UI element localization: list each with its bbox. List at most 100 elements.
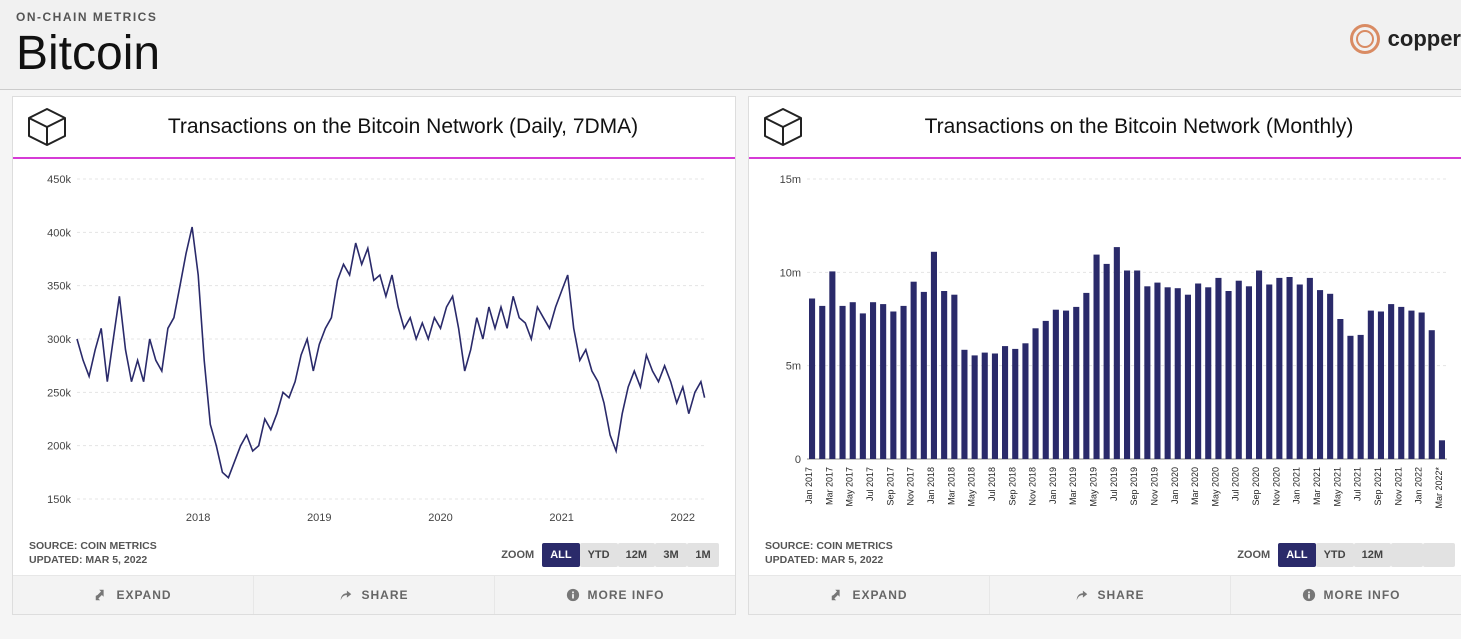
- panels-row: Transactions on the Bitcoin Network (Dai…: [0, 90, 1461, 627]
- page-header: ON-CHAIN METRICS Bitcoin copper: [0, 0, 1461, 90]
- svg-text:Jan 2019: Jan 2019: [1048, 467, 1058, 504]
- svg-text:150k: 150k: [47, 494, 71, 506]
- zoom-button-12m[interactable]: 12M: [618, 543, 655, 567]
- more-info-label: MORE INFO: [588, 588, 665, 602]
- zoom-button-3m[interactable]: 3M: [655, 543, 687, 567]
- meta-row: SOURCE: COIN METRICS UPDATED: MAR 5, 202…: [13, 535, 735, 575]
- svg-text:Jul 2017: Jul 2017: [865, 467, 875, 501]
- svg-text:Jul 2020: Jul 2020: [1231, 467, 1241, 501]
- zoom-button-all[interactable]: ALL: [1278, 543, 1315, 567]
- zoom-button-12m[interactable]: 12M: [1354, 543, 1391, 567]
- svg-text:5m: 5m: [786, 361, 801, 373]
- info-icon: [1302, 588, 1316, 602]
- expand-icon: [94, 588, 108, 602]
- panel-header: Transactions on the Bitcoin Network (Dai…: [13, 97, 735, 159]
- bar-chart: 0 5m 10m 15m Jan 2017 Mar 2017 May 2017 Jul 201…: [749, 159, 1461, 535]
- meta-text: SOURCE: COIN METRICS UPDATED: MAR 5, 202…: [29, 539, 157, 567]
- panel-footer: EXPAND SHARE MORE INFO: [749, 575, 1461, 614]
- zoom-group: ZOOM ALLYTD12M: [1237, 543, 1455, 567]
- updated-text: UPDATED: MAR 5, 2022: [765, 553, 893, 567]
- svg-text:300k: 300k: [47, 334, 71, 346]
- meta-text: SOURCE: COIN METRICS UPDATED: MAR 5, 202…: [765, 539, 893, 567]
- zoom-button-blank[interactable]: [1423, 543, 1455, 567]
- svg-text:May 2018: May 2018: [967, 467, 977, 507]
- svg-text:Nov 2021: Nov 2021: [1393, 467, 1403, 506]
- source-text: SOURCE: COIN METRICS: [29, 539, 157, 553]
- share-button[interactable]: SHARE: [990, 576, 1231, 614]
- svg-text:Jul 2018: Jul 2018: [987, 467, 997, 501]
- svg-text:2019: 2019: [307, 512, 331, 524]
- svg-text:Sep 2019: Sep 2019: [1129, 467, 1139, 506]
- svg-text:350k: 350k: [47, 281, 71, 293]
- svg-text:Sep 2018: Sep 2018: [1007, 467, 1017, 506]
- zoom-label: ZOOM: [501, 549, 534, 561]
- svg-text:Mar 2017: Mar 2017: [824, 467, 834, 505]
- svg-text:Mar 2019: Mar 2019: [1068, 467, 1078, 505]
- page-title: Bitcoin: [16, 26, 1445, 81]
- svg-text:0: 0: [795, 454, 801, 466]
- svg-text:May 2020: May 2020: [1210, 467, 1220, 507]
- expand-button[interactable]: EXPAND: [749, 576, 990, 614]
- zoom-button-1m[interactable]: 1M: [687, 543, 719, 567]
- svg-text:Jan 2018: Jan 2018: [926, 467, 936, 504]
- zoom-button-ytd[interactable]: YTD: [580, 543, 618, 567]
- panel-title: Transactions on the Bitcoin Network (Mon…: [823, 115, 1455, 139]
- more-info-button[interactable]: MORE INFO: [1231, 576, 1461, 614]
- svg-text:2022: 2022: [671, 512, 695, 524]
- zoom-label: ZOOM: [1237, 549, 1270, 561]
- svg-text:400k: 400k: [47, 227, 71, 239]
- svg-text:Jul 2021: Jul 2021: [1353, 467, 1363, 501]
- svg-text:Sep 2020: Sep 2020: [1251, 467, 1261, 506]
- expand-icon: [830, 588, 844, 602]
- share-icon: [339, 588, 353, 602]
- svg-text:Sep 2021: Sep 2021: [1373, 467, 1383, 506]
- zoom-button-ytd[interactable]: YTD: [1316, 543, 1354, 567]
- zoom-group: ZOOM ALLYTD12M3M1M: [501, 543, 719, 567]
- svg-text:Jan 2017: Jan 2017: [804, 467, 814, 504]
- svg-text:2021: 2021: [549, 512, 573, 524]
- svg-text:2018: 2018: [186, 512, 210, 524]
- block-icon: [761, 107, 805, 147]
- more-info-button[interactable]: MORE INFO: [495, 576, 735, 614]
- brand-icon: [1350, 24, 1380, 54]
- share-label: SHARE: [361, 588, 408, 602]
- line-chart-svg: 150k 200k 250k 300k 350k 400k 450k 2018 2019 2020…: [29, 169, 719, 529]
- svg-text:Mar 2022*: Mar 2022*: [1434, 467, 1444, 509]
- svg-text:May 2019: May 2019: [1089, 467, 1099, 507]
- zoom-button-blank[interactable]: [1391, 543, 1423, 567]
- svg-text:May 2017: May 2017: [845, 467, 855, 507]
- panel-monthly-transactions: Transactions on the Bitcoin Network (Mon…: [748, 96, 1461, 615]
- updated-text: UPDATED: MAR 5, 2022: [29, 553, 157, 567]
- svg-text:Nov 2020: Nov 2020: [1271, 467, 1281, 506]
- panel-daily-transactions: Transactions on the Bitcoin Network (Dai…: [12, 96, 736, 615]
- svg-text:Sep 2017: Sep 2017: [885, 467, 895, 506]
- info-icon: [566, 588, 580, 602]
- svg-text:10m: 10m: [780, 267, 801, 279]
- svg-text:Jan 2020: Jan 2020: [1170, 467, 1180, 504]
- svg-text:450k: 450k: [47, 174, 71, 186]
- share-button[interactable]: SHARE: [254, 576, 495, 614]
- share-icon: [1075, 588, 1089, 602]
- svg-text:250k: 250k: [47, 387, 71, 399]
- expand-label: EXPAND: [116, 588, 171, 602]
- brand-logo: copper: [1350, 24, 1461, 54]
- svg-text:Nov 2017: Nov 2017: [906, 467, 916, 506]
- source-text: SOURCE: COIN METRICS: [765, 539, 893, 553]
- zoom-button-all[interactable]: ALL: [542, 543, 579, 567]
- share-label: SHARE: [1097, 588, 1144, 602]
- svg-text:15m: 15m: [780, 174, 801, 186]
- svg-text:May 2021: May 2021: [1332, 467, 1342, 507]
- expand-button[interactable]: EXPAND: [13, 576, 254, 614]
- svg-text:Nov 2019: Nov 2019: [1149, 467, 1159, 506]
- svg-text:2020: 2020: [428, 512, 452, 524]
- overline-text: ON-CHAIN METRICS: [16, 10, 1445, 24]
- line-chart: 150k 200k 250k 300k 350k 400k 450k 2018 2019 2020…: [13, 159, 735, 535]
- svg-text:Nov 2018: Nov 2018: [1028, 467, 1038, 506]
- expand-label: EXPAND: [852, 588, 907, 602]
- svg-text:200k: 200k: [47, 441, 71, 453]
- svg-text:Mar 2018: Mar 2018: [946, 467, 956, 505]
- svg-text:Jul 2019: Jul 2019: [1109, 467, 1119, 501]
- svg-text:Jan 2022: Jan 2022: [1414, 467, 1424, 504]
- panel-footer: EXPAND SHARE MORE INFO: [13, 575, 735, 614]
- panel-title: Transactions on the Bitcoin Network (Dai…: [87, 115, 719, 139]
